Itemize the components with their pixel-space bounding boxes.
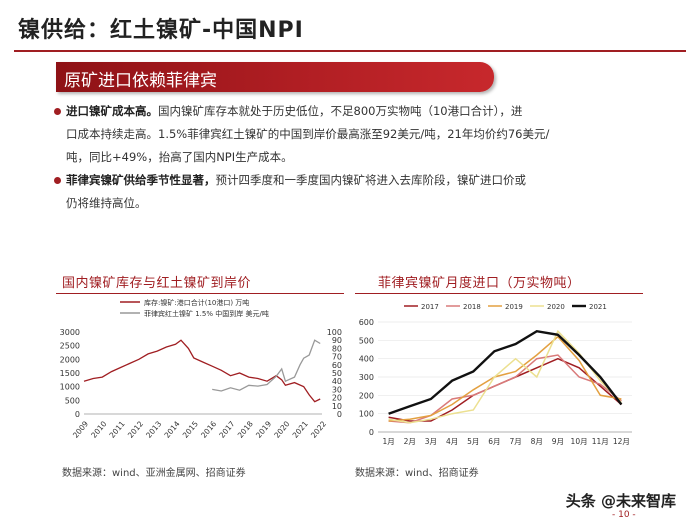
bullet-1-line3: 吨，同比+49%，抬高了国内NPI生产成本。 xyxy=(66,150,293,164)
y-tick-label: 0 xyxy=(369,428,374,437)
x-tick-label: 3月 xyxy=(425,437,437,446)
legend-label-2019: 2019 xyxy=(505,303,523,311)
y-right-tick-label: 30 xyxy=(332,385,342,394)
section-banner: 原矿进口依赖菲律宾 xyxy=(56,62,494,92)
y-left-tick-label: 1000 xyxy=(60,383,80,392)
x-tick-label: 2013 xyxy=(144,419,163,440)
x-tick-label: 8月 xyxy=(531,437,543,446)
y-left-tick-label: 3000 xyxy=(60,328,80,337)
right-chart-rule xyxy=(355,293,643,294)
series-line-2 xyxy=(212,339,321,392)
bullet-dot xyxy=(54,177,61,184)
x-tick-label: 1月 xyxy=(382,437,394,446)
legend-label-2021: 2021 xyxy=(589,303,607,311)
y-right-tick-label: 80 xyxy=(332,344,342,353)
x-tick-label: 7月 xyxy=(509,437,521,446)
y-right-tick-label: 100 xyxy=(327,328,342,337)
x-tick-label: 2010 xyxy=(89,419,108,440)
right-chart-source: 数据来源：wind、招商证券 xyxy=(355,468,479,479)
y-right-tick-label: 10 xyxy=(332,402,342,411)
x-tick-label: 2017 xyxy=(217,419,236,440)
y-tick-label: 100 xyxy=(359,410,374,419)
left-chart-rule xyxy=(56,293,344,294)
bullet-1-bold: 进口镍矿成本高。 xyxy=(66,104,158,118)
x-tick-label: 2021 xyxy=(291,419,310,440)
y-left-tick-label: 500 xyxy=(65,396,80,405)
x-tick-label: 6月 xyxy=(488,437,500,446)
left-chart-source: 数据来源：wind、亚洲金属网、招商证券 xyxy=(62,468,246,479)
y-left-tick-label: 0 xyxy=(75,410,80,419)
series-line-2021 xyxy=(388,329,623,415)
series-line-2019 xyxy=(388,335,622,422)
y-right-tick-label: 70 xyxy=(332,353,342,362)
y-tick-label: 600 xyxy=(359,318,374,327)
bullet-2-bold: 菲律宾镍矿供给季节性显著， xyxy=(66,173,216,187)
page-number: - 10 - xyxy=(612,510,636,520)
x-tick-label: 2020 xyxy=(272,419,291,440)
legend-label-2: 菲律宾红土镍矿 1.5% 中国到岸 美元/吨 xyxy=(144,309,269,318)
page-title: 镍供给：红土镍矿-中国NPI xyxy=(18,18,304,43)
x-tick-label: 11月 xyxy=(592,437,609,446)
title-divider xyxy=(14,50,686,52)
x-tick-label: 2009 xyxy=(71,419,90,440)
y-tick-label: 200 xyxy=(359,391,374,400)
y-tick-label: 300 xyxy=(359,373,374,382)
series-line-2018 xyxy=(388,354,622,424)
x-tick-label: 2012 xyxy=(126,419,145,440)
bullet-1-line1: 国内镍矿库存本就处于历史低位，不足800万实物吨（10港口合计），进 xyxy=(158,104,523,118)
x-tick-label: 5月 xyxy=(467,437,479,446)
bullet-2: 菲律宾镍矿供给季节性显著，预计四季度和一季度国内镍矿将进入去库阶段，镍矿进口价或… xyxy=(54,169,646,215)
section-banner-text: 原矿进口依赖菲律宾 xyxy=(64,71,217,91)
x-tick-label: 12月 xyxy=(613,437,630,446)
x-tick-label: 9月 xyxy=(552,437,564,446)
x-tick-label: 2014 xyxy=(162,419,181,440)
x-tick-label: 10月 xyxy=(571,437,588,446)
right-chart: 0 100 200 300 400 500 600 1月 2月 3月 4月 5月 6月 7月 8月 9月 10月… xyxy=(359,303,632,446)
bullet-1: 进口镍矿成本高。国内镍矿库存本就处于历史低位，不足800万实物吨（10港口合计）… xyxy=(54,100,646,169)
y-right-tick-label: 90 xyxy=(332,336,342,345)
y-right-tick-label: 20 xyxy=(332,394,342,403)
x-tick-label: 2月 xyxy=(404,437,416,446)
watermark: 头条 @未来智库 xyxy=(565,492,676,510)
right-chart-title: 菲律宾镍矿月度进口（万实物吨） xyxy=(378,276,581,291)
left-chart-title: 国内镍矿库存与红土镍矿到岸价 xyxy=(62,276,252,291)
legend-label-2017: 2017 xyxy=(421,303,439,311)
legend-label-2020: 2020 xyxy=(547,303,565,311)
y-tick-label: 500 xyxy=(359,336,374,345)
legend-label-1: 库存:镍矿:港口合计(10港口) 万吨 xyxy=(144,298,249,307)
x-tick-label: 2011 xyxy=(108,419,127,440)
y-right-tick-label: 50 xyxy=(332,369,342,378)
y-left-tick-label: 2500 xyxy=(60,342,80,351)
x-tick-label: 2019 xyxy=(254,419,273,440)
bullet-dot xyxy=(54,108,61,115)
y-left-tick-label: 1500 xyxy=(60,369,80,378)
x-tick-label: 4月 xyxy=(446,437,458,446)
y-left-tick-label: 2000 xyxy=(60,355,80,364)
y-right-tick-label: 40 xyxy=(332,377,342,386)
legend-label-2018: 2018 xyxy=(463,303,481,311)
bullet-2-line1: 预计四季度和一季度国内镍矿将进入去库阶段，镍矿进口价或 xyxy=(215,173,527,187)
y-right-tick-label: 0 xyxy=(337,410,342,419)
y-right-tick-label: 60 xyxy=(332,361,342,370)
x-tick-label: 2018 xyxy=(236,419,255,440)
bullet-1-line2: 口成本持续走高。1.5%菲律宾红土镍矿的中国到岸价最高涨至92美元/吨，21年均… xyxy=(66,127,550,141)
x-tick-label: 2016 xyxy=(199,419,218,440)
bullet-2-line2: 仍将维持高位。 xyxy=(66,196,147,210)
y-tick-label: 400 xyxy=(359,355,374,364)
series-line-1 xyxy=(83,339,321,403)
left-chart: 0500100015002000250030000102030405060708… xyxy=(60,298,342,440)
x-tick-label: 2015 xyxy=(181,419,200,440)
x-tick-label: 2022 xyxy=(309,419,328,440)
